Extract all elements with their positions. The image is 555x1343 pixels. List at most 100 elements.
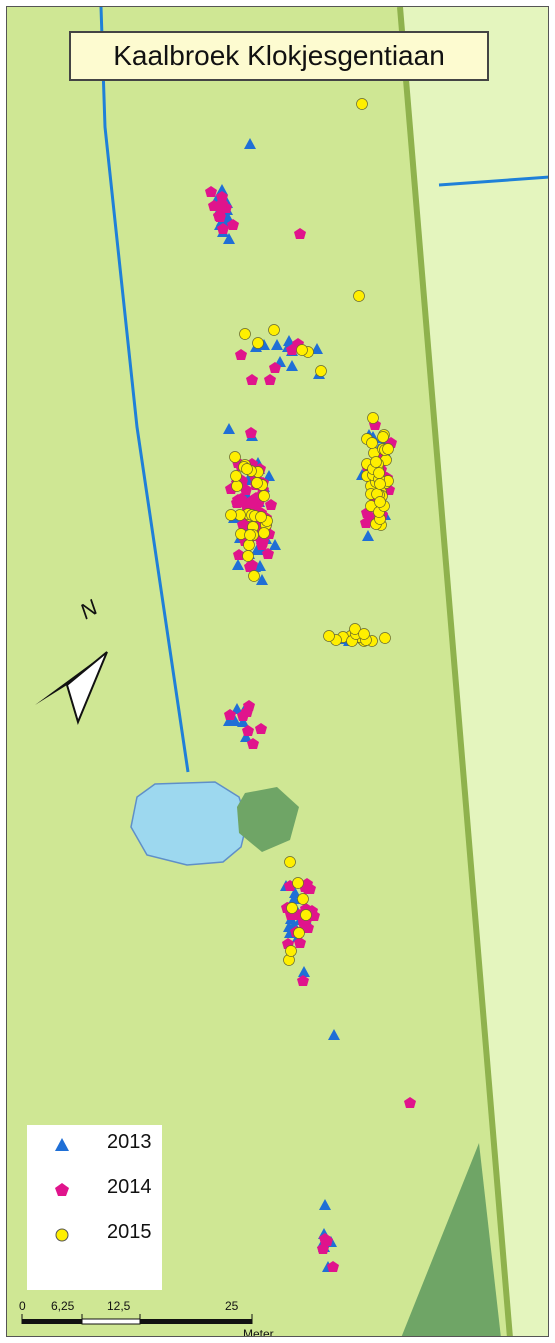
marker-2014 — [327, 1261, 339, 1272]
marker-2014 — [265, 499, 277, 510]
marker-2015 — [286, 902, 298, 914]
scale-tick-label: 25 — [225, 1299, 239, 1313]
marker-2014 — [227, 219, 239, 230]
marker-2014 — [317, 1243, 329, 1254]
marker-2014 — [247, 738, 259, 749]
marker-2015 — [251, 477, 263, 489]
map-frame: N Kaalbroek Klokjesgentiaan 2013 2014 20… — [6, 6, 549, 1337]
marker-2014 — [241, 706, 253, 717]
marker-2014 — [245, 427, 257, 438]
marker-2013 — [256, 574, 268, 585]
marker-2013 — [240, 731, 252, 742]
marker-2015 — [356, 98, 368, 110]
marker-2015 — [229, 451, 241, 463]
marker-2013 — [263, 470, 275, 481]
marker-2013 — [222, 212, 234, 223]
marker-2015 — [293, 927, 305, 939]
marker-2015 — [373, 467, 385, 479]
legend-item-2015: 2015 — [27, 1215, 162, 1255]
marker-2015 — [377, 431, 389, 443]
marker-2013 — [223, 233, 235, 244]
scale-bar-graphic — [21, 1314, 253, 1325]
marker-2013 — [223, 423, 235, 434]
marker-2013 — [298, 966, 310, 977]
marker-2014 — [269, 362, 281, 373]
scale-unit-label: Meter — [243, 1327, 274, 1337]
legend-item-2014: 2014 — [27, 1170, 162, 1210]
marker-2014 — [301, 878, 313, 889]
scale-tick-label: 6,25 — [51, 1299, 75, 1313]
marker-2015 — [315, 365, 327, 377]
marker-2014 — [297, 975, 309, 986]
map-canvas: N — [7, 7, 548, 1336]
marker-2015 — [370, 456, 382, 468]
marker-2014 — [235, 493, 247, 504]
marker-2014 — [217, 223, 229, 234]
marker-2013 — [216, 184, 228, 195]
marker-2013 — [311, 343, 323, 354]
marker-2014 — [235, 349, 247, 360]
marker-2015 — [225, 509, 237, 521]
marker-2015 — [323, 630, 335, 642]
legend-label: 2013 — [107, 1131, 152, 1153]
marker-2014 — [257, 536, 269, 547]
outside-area — [400, 7, 548, 1336]
triangle-icon — [55, 1138, 69, 1151]
marker-2013 — [269, 539, 281, 550]
marker-2013 — [244, 138, 256, 149]
scale-tick-label: 0 — [19, 1299, 26, 1313]
marker-2015 — [268, 324, 280, 336]
marker-2013 — [328, 1029, 340, 1040]
legend-item-2013: 2013 — [27, 1125, 162, 1165]
marker-2015 — [248, 570, 260, 582]
marker-2015 — [252, 337, 264, 349]
map-title: Kaalbroek Klokjesgentiaan — [69, 31, 489, 81]
marker-2014 — [216, 198, 228, 209]
ditch-line-right — [438, 175, 548, 187]
marker-2014 — [213, 210, 225, 221]
marker-2013 — [254, 560, 266, 571]
marker-2015 — [300, 909, 312, 921]
marker-2013 — [232, 559, 244, 570]
legend-label: 2014 — [107, 1176, 152, 1198]
marker-2013 — [271, 339, 283, 350]
marker-2015 — [258, 490, 270, 502]
observation-markers — [205, 98, 416, 1272]
scale-tick-label: 12,5 — [107, 1299, 131, 1313]
marker-2015 — [284, 856, 296, 868]
marker-2014 — [205, 186, 217, 197]
marker-2014 — [294, 228, 306, 239]
marker-2014 — [244, 561, 256, 572]
vegetation-patch — [237, 787, 299, 852]
marker-2013 — [231, 703, 243, 714]
pentagon-icon — [55, 1183, 69, 1196]
marker-2013 — [286, 360, 298, 371]
marker-2013 — [362, 530, 374, 541]
marker-2015 — [244, 529, 256, 541]
marker-2015 — [231, 480, 243, 492]
marker-2013 — [229, 715, 241, 726]
marker-2015 — [366, 437, 378, 449]
marker-2015 — [292, 877, 304, 889]
marker-2014 — [262, 548, 274, 559]
marker-2015 — [239, 328, 251, 340]
marker-2013 — [289, 887, 301, 898]
marker-2015 — [242, 550, 254, 562]
marker-2014 — [294, 937, 306, 948]
marker-2015 — [258, 527, 270, 539]
marker-2013 — [319, 1199, 331, 1210]
path-line — [397, 7, 513, 1336]
marker-2014 — [360, 517, 372, 528]
marker-2015 — [243, 539, 255, 551]
marker-2015 — [382, 443, 394, 455]
marker-2014 — [246, 495, 258, 506]
marker-2014 — [246, 374, 258, 385]
marker-2015 — [255, 511, 267, 523]
marker-2013 — [288, 893, 300, 904]
marker-2014 — [216, 191, 228, 202]
marker-2015 — [374, 478, 386, 490]
circle-icon — [55, 1228, 69, 1242]
marker-2015 — [230, 470, 242, 482]
marker-2013 — [283, 335, 295, 346]
marker-2015 — [241, 463, 253, 475]
